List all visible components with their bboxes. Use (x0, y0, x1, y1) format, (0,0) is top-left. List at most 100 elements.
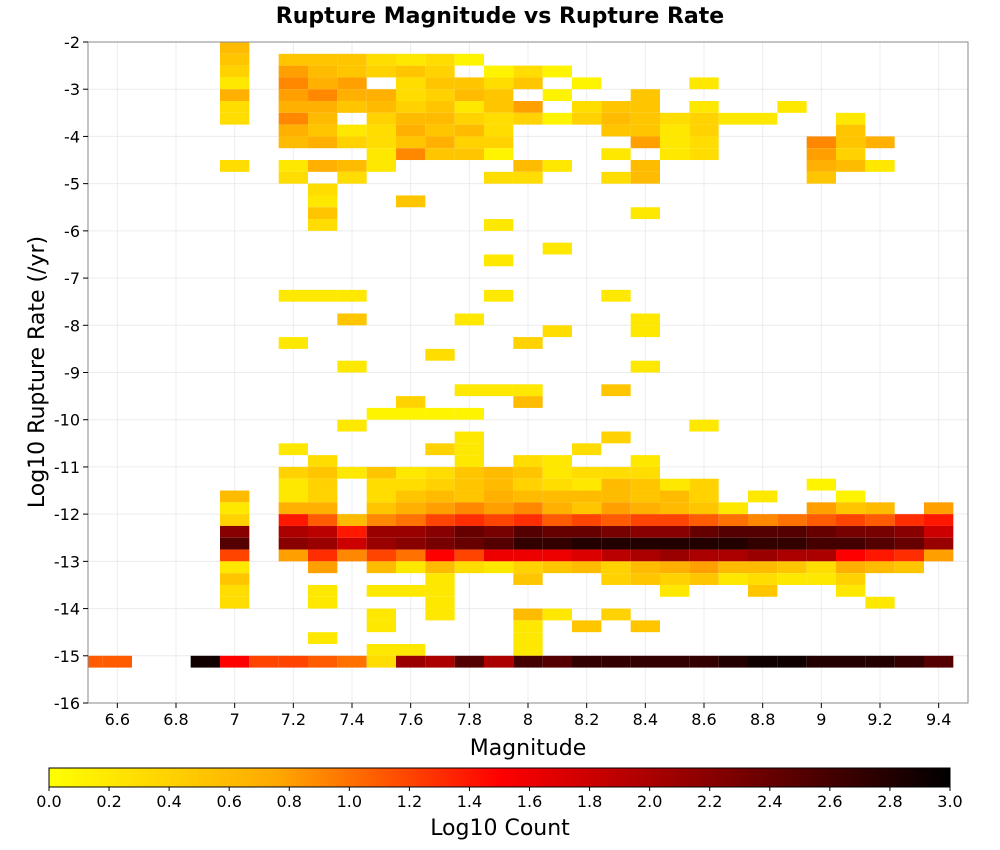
heatmap-cell (748, 561, 778, 574)
heatmap-cell (894, 561, 924, 574)
heatmap-cell (220, 537, 250, 550)
heatmap-cell (630, 573, 660, 585)
heatmap-cell (308, 655, 338, 668)
heatmap-cell (396, 407, 426, 420)
heatmap-cell (366, 514, 396, 526)
heatmap-cell (454, 77, 484, 90)
heatmap-cell (308, 89, 338, 102)
heatmap-cell (806, 171, 836, 184)
heatmap-cell (689, 101, 719, 113)
heatmap-cell (366, 407, 396, 420)
x-tick-label: 8.4 (633, 710, 658, 729)
chart-title: Rupture Magnitude vs Rupture Rate (276, 4, 724, 29)
heatmap-cell (748, 514, 778, 526)
heatmap-cell (278, 160, 308, 172)
heatmap-cell (865, 561, 895, 574)
y-tick-label: -4 (64, 127, 80, 146)
heatmap-cell (572, 514, 602, 526)
heatmap-cell (337, 53, 367, 66)
heatmap-cell (425, 608, 455, 621)
heatmap-cell (337, 101, 367, 113)
heatmap-cell (278, 466, 308, 479)
heatmap-cell (454, 502, 484, 515)
heatmap-cell (454, 53, 484, 66)
heatmap-cell (513, 455, 543, 467)
heatmap-cell (337, 549, 367, 562)
heatmap-cell (220, 584, 250, 597)
y-tick-label: -9 (64, 364, 80, 383)
heatmap-cell (484, 525, 514, 538)
heatmap-cell (513, 620, 543, 633)
heatmap-cell (454, 112, 484, 125)
heatmap-cell (396, 537, 426, 550)
heatmap-cell (454, 407, 484, 420)
heatmap-cell (366, 53, 396, 66)
heatmap-cell (601, 148, 631, 161)
heatmap-cell (337, 419, 367, 432)
heatmap-cell (308, 112, 338, 125)
heatmap-cell (748, 655, 778, 668)
heatmap-cell (630, 514, 660, 526)
heatmap-cell (308, 596, 338, 609)
heatmap-cell (836, 549, 866, 562)
heatmap-cell (454, 384, 484, 397)
heatmap-cell (601, 289, 631, 302)
heatmap-cell (836, 655, 866, 668)
colorbar-tick-label: 2.6 (817, 792, 842, 811)
heatmap-cell (425, 136, 455, 149)
heatmap-cell (806, 514, 836, 526)
heatmap-cell (308, 183, 338, 196)
heatmap-cell (366, 549, 396, 562)
heatmap-cell (513, 655, 543, 668)
heatmap-cell (806, 148, 836, 161)
heatmap-cell (806, 525, 836, 538)
heatmap-cell (102, 655, 132, 668)
heatmap-cell (366, 620, 396, 633)
heatmap-cell (337, 77, 367, 90)
heatmap-cell (308, 101, 338, 113)
heatmap-cell (337, 525, 367, 538)
heatmap-cell (484, 171, 514, 184)
colorbar-tick-label: 0.8 (277, 792, 302, 811)
heatmap-cell (366, 537, 396, 550)
heatmap-cell (836, 525, 866, 538)
heatmap-cell (308, 289, 338, 302)
heatmap-cell (542, 525, 572, 538)
heatmap-cell (366, 478, 396, 491)
heatmap-cell (454, 124, 484, 137)
heatmap-cell (425, 112, 455, 125)
heatmap-cell (572, 549, 602, 562)
x-tick-label: 7 (230, 710, 240, 729)
heatmap-cell (278, 443, 308, 456)
heatmap-cell (425, 502, 455, 515)
heatmap-cell (601, 655, 631, 668)
y-tick-label: -7 (64, 269, 80, 288)
colorbar-tick-label: 2.4 (757, 792, 782, 811)
heatmap-cell (220, 502, 250, 515)
heatmap-cell (924, 537, 954, 550)
heatmap-cell (425, 348, 455, 361)
heatmap-cell (660, 549, 690, 562)
heatmap-cell (396, 124, 426, 137)
heatmap-cell (836, 124, 866, 137)
heatmap-cell (777, 537, 807, 550)
heatmap-cell (630, 112, 660, 125)
colorbar-tick-label: 1.6 (517, 792, 542, 811)
heatmap-cell (689, 419, 719, 432)
heatmap-cell (806, 502, 836, 515)
heatmap-cell (836, 490, 866, 503)
heatmap-cell (366, 136, 396, 149)
heatmap-cell (513, 525, 543, 538)
heatmap-cell (660, 112, 690, 125)
heatmap-cell (396, 655, 426, 668)
heatmap-cell (542, 455, 572, 467)
heatmap-cell (513, 466, 543, 479)
heatmap-cell (425, 89, 455, 102)
heatmap-cell (689, 148, 719, 161)
heatmap-cell (337, 360, 367, 373)
heatmap-cell (689, 549, 719, 562)
heatmap-cell (425, 101, 455, 113)
heatmap-cell (630, 136, 660, 149)
heatmap-cell (630, 160, 660, 172)
heatmap-cell (748, 112, 778, 125)
